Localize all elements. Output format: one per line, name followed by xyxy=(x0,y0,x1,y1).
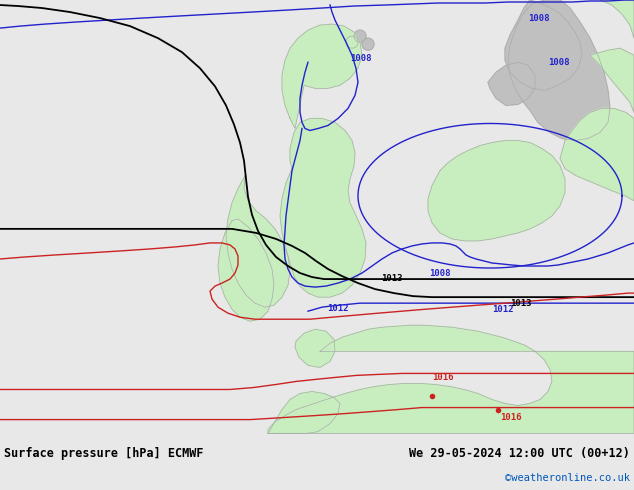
Polygon shape xyxy=(226,176,290,307)
Polygon shape xyxy=(282,24,362,128)
Polygon shape xyxy=(508,0,610,141)
Polygon shape xyxy=(428,141,565,241)
Polygon shape xyxy=(268,325,634,434)
Circle shape xyxy=(346,36,358,48)
Circle shape xyxy=(321,60,331,70)
Circle shape xyxy=(305,57,315,67)
Polygon shape xyxy=(505,0,582,90)
Polygon shape xyxy=(600,0,634,38)
Text: 1013: 1013 xyxy=(381,274,403,283)
Polygon shape xyxy=(295,329,335,368)
Polygon shape xyxy=(218,219,274,321)
Polygon shape xyxy=(560,108,634,201)
Polygon shape xyxy=(488,62,535,105)
Polygon shape xyxy=(280,119,366,297)
Circle shape xyxy=(362,38,374,50)
Text: 1008: 1008 xyxy=(429,269,451,277)
Circle shape xyxy=(354,30,366,42)
Circle shape xyxy=(315,51,325,61)
Text: 1008: 1008 xyxy=(548,58,569,67)
Polygon shape xyxy=(268,392,340,434)
Text: ©weatheronline.co.uk: ©weatheronline.co.uk xyxy=(505,473,630,483)
Text: 1012: 1012 xyxy=(327,304,349,313)
Polygon shape xyxy=(590,48,634,112)
Text: 1012: 1012 xyxy=(492,305,514,314)
Text: 1016: 1016 xyxy=(500,413,522,422)
Text: 1008: 1008 xyxy=(350,54,372,63)
Circle shape xyxy=(313,67,323,77)
Text: We 29-05-2024 12:00 UTC (00+12): We 29-05-2024 12:00 UTC (00+12) xyxy=(409,447,630,460)
Text: 1008: 1008 xyxy=(528,14,550,23)
Text: 1016: 1016 xyxy=(432,373,453,382)
Text: Surface pressure [hPa] ECMWF: Surface pressure [hPa] ECMWF xyxy=(4,447,204,460)
Text: 1013: 1013 xyxy=(510,299,531,308)
